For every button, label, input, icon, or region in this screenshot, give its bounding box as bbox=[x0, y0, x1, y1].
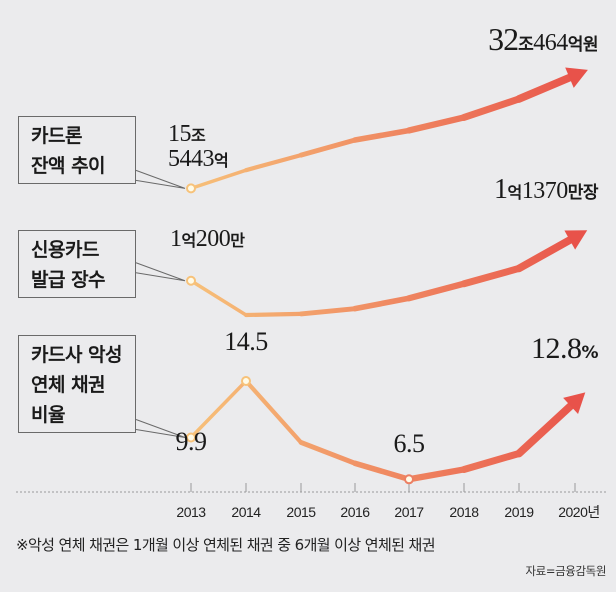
series-arrowhead bbox=[564, 230, 588, 250]
series-label-card-issuance: 신용카드 발급 장수 bbox=[18, 230, 136, 298]
footnote: ※악성 연체 채권은 1개월 이상 연체된 채권 중 6개월 이상 연체된 채권 bbox=[16, 536, 436, 554]
data-label-end: 12.8% bbox=[531, 332, 599, 365]
x-tick-label: 2020년 bbox=[558, 504, 600, 520]
series-segment bbox=[515, 233, 579, 273]
data-label-start: 15조 bbox=[168, 121, 206, 147]
series-label-card-loan: 카드론 잔액 추이 bbox=[18, 116, 136, 184]
series-segment bbox=[352, 127, 412, 143]
series-segment bbox=[352, 295, 412, 312]
series-segment bbox=[298, 306, 358, 317]
series-segment bbox=[460, 264, 523, 288]
series-segment bbox=[460, 95, 523, 121]
data-label-end: 1억1370만장 bbox=[494, 174, 599, 205]
source-credit: 자료=금융감독원 bbox=[525, 564, 607, 578]
x-tick-label: 2017 bbox=[394, 504, 424, 520]
series-segment bbox=[298, 439, 358, 466]
data-label-point: 9.9 bbox=[176, 427, 207, 456]
x-tick-label: 2016 bbox=[340, 504, 370, 520]
series-label-delinquency: 카드사 악성 연체 채권 비율 bbox=[18, 335, 136, 433]
series-label-line: 카드사 악성 bbox=[31, 344, 123, 366]
series-segment bbox=[243, 153, 304, 173]
series-segment bbox=[298, 137, 358, 158]
series-segment bbox=[243, 378, 304, 445]
callout-pointer bbox=[135, 262, 186, 282]
series-segment bbox=[405, 280, 468, 302]
series-segment bbox=[189, 168, 248, 191]
series-segment bbox=[405, 466, 468, 483]
series-label-line: 카드론 bbox=[31, 125, 82, 147]
x-tick-label: 2018 bbox=[449, 504, 479, 520]
series-segment bbox=[515, 71, 579, 103]
data-point-marker bbox=[186, 275, 196, 286]
data-point-marker bbox=[186, 432, 196, 443]
series-arrowhead bbox=[563, 392, 586, 415]
series-label-line: 연체 채권 bbox=[31, 374, 106, 396]
series-segment bbox=[189, 278, 248, 317]
data-point-marker bbox=[404, 474, 414, 485]
x-tick-label: 2013 bbox=[176, 504, 206, 520]
data-point-marker bbox=[241, 376, 251, 386]
series-label-line: 비율 bbox=[31, 404, 65, 426]
series-segment bbox=[189, 379, 248, 440]
data-label-point: 14.5 bbox=[224, 327, 268, 356]
x-tick-label: 2019 bbox=[504, 504, 534, 520]
series-layer bbox=[135, 67, 588, 485]
series-segment bbox=[515, 398, 579, 458]
series-label-line: 잔액 추이 bbox=[31, 155, 106, 177]
data-label-point: 6.5 bbox=[394, 429, 425, 458]
data-point-marker bbox=[186, 183, 196, 194]
x-axis: 2013 2014 2015 2016 2017 2018 2019 2020년 bbox=[16, 483, 606, 520]
series-label-line: 발급 장수 bbox=[31, 269, 106, 291]
series-segment bbox=[460, 449, 523, 473]
x-tick-label: 2015 bbox=[286, 504, 316, 520]
callout-pointer bbox=[135, 169, 186, 189]
series-segment bbox=[405, 114, 468, 134]
data-label-start: 5443억 bbox=[168, 146, 228, 172]
data-label-start: 1억200만 bbox=[170, 226, 245, 252]
x-tick-label: 2014 bbox=[231, 504, 261, 520]
series-arrowhead bbox=[565, 67, 588, 88]
series-label-line: 신용카드 bbox=[31, 239, 99, 261]
series-segment bbox=[352, 460, 412, 483]
callout-pointer bbox=[135, 419, 186, 439]
data-label-end: 32조464억원 bbox=[488, 21, 598, 57]
series-segment bbox=[243, 311, 304, 318]
